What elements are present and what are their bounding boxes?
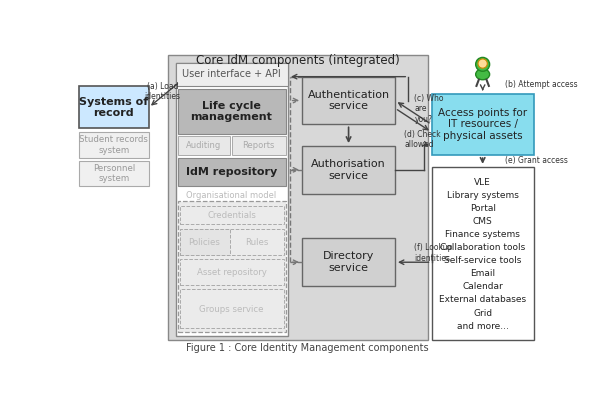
Text: IdM repository: IdM repository	[186, 167, 277, 177]
Bar	[79, 132, 149, 158]
Bar	[232, 136, 286, 155]
Text: (f) Lookup
identities: (f) Lookup identities	[415, 243, 453, 263]
Bar	[179, 229, 284, 255]
Text: Student records
system: Student records system	[79, 135, 148, 155]
Bar	[302, 77, 395, 124]
Text: Reports: Reports	[242, 141, 275, 150]
Text: Finance systems: Finance systems	[445, 230, 520, 239]
Bar	[178, 201, 286, 332]
Text: Organisational model: Organisational model	[187, 191, 277, 200]
Text: Groups service: Groups service	[199, 305, 264, 314]
Bar	[179, 206, 284, 224]
Bar	[176, 63, 288, 86]
Bar	[178, 89, 286, 134]
Circle shape	[478, 59, 487, 68]
Text: (c) Who
are
you?: (c) Who are you?	[415, 94, 444, 124]
Bar	[179, 229, 230, 255]
Bar	[79, 161, 149, 186]
Text: and more...: and more...	[457, 322, 509, 331]
Text: Credentials: Credentials	[207, 211, 256, 220]
Bar	[431, 167, 534, 340]
Text: (e) Grant access: (e) Grant access	[505, 156, 568, 165]
Text: (b) Attempt access: (b) Attempt access	[505, 80, 578, 89]
Text: Library systems: Library systems	[447, 191, 518, 200]
Text: Figure 1 : Core Identity Management components: Figure 1 : Core Identity Management comp…	[186, 343, 429, 353]
Bar	[431, 94, 534, 155]
Text: Portal: Portal	[470, 204, 496, 213]
Text: CMS: CMS	[473, 217, 493, 226]
Bar	[178, 136, 230, 155]
Text: Email: Email	[470, 269, 495, 278]
Bar	[179, 259, 284, 285]
Text: Asset repository: Asset repository	[197, 268, 266, 277]
Text: (d) Check
allowed: (d) Check allowed	[404, 130, 441, 149]
Circle shape	[476, 57, 490, 71]
Text: Personnel
system: Personnel system	[92, 164, 135, 183]
Bar	[176, 63, 288, 336]
Bar	[302, 238, 395, 286]
Text: Core IdM components (integrated): Core IdM components (integrated)	[196, 54, 400, 67]
Text: Access points for
IT resources /
physical assets: Access points for IT resources / physica…	[438, 108, 527, 141]
Ellipse shape	[476, 69, 490, 80]
Text: Auditing: Auditing	[186, 141, 221, 150]
Text: VLE: VLE	[474, 178, 491, 187]
Bar	[178, 158, 286, 186]
Bar	[179, 289, 284, 329]
Text: Systems of
record: Systems of record	[79, 97, 148, 118]
Text: Authentication
service: Authentication service	[308, 90, 389, 111]
Text: Collaboration tools: Collaboration tools	[440, 243, 525, 252]
Text: Authorisation
service: Authorisation service	[311, 159, 386, 181]
Bar	[168, 55, 428, 340]
Text: Directory
service: Directory service	[323, 252, 374, 273]
Bar	[302, 146, 395, 194]
Text: Calendar: Calendar	[462, 282, 503, 292]
Text: User interface + API: User interface + API	[182, 70, 281, 79]
Text: (a) Load
identities: (a) Load identities	[145, 82, 181, 101]
Text: External databases: External databases	[439, 295, 526, 305]
Text: Life cycle
management: Life cycle management	[191, 100, 272, 122]
Text: Rules: Rules	[245, 238, 269, 247]
Text: Policies: Policies	[188, 238, 220, 247]
Bar	[79, 86, 149, 128]
Text: Grid: Grid	[473, 308, 492, 318]
Text: Self-service tools: Self-service tools	[444, 256, 521, 265]
